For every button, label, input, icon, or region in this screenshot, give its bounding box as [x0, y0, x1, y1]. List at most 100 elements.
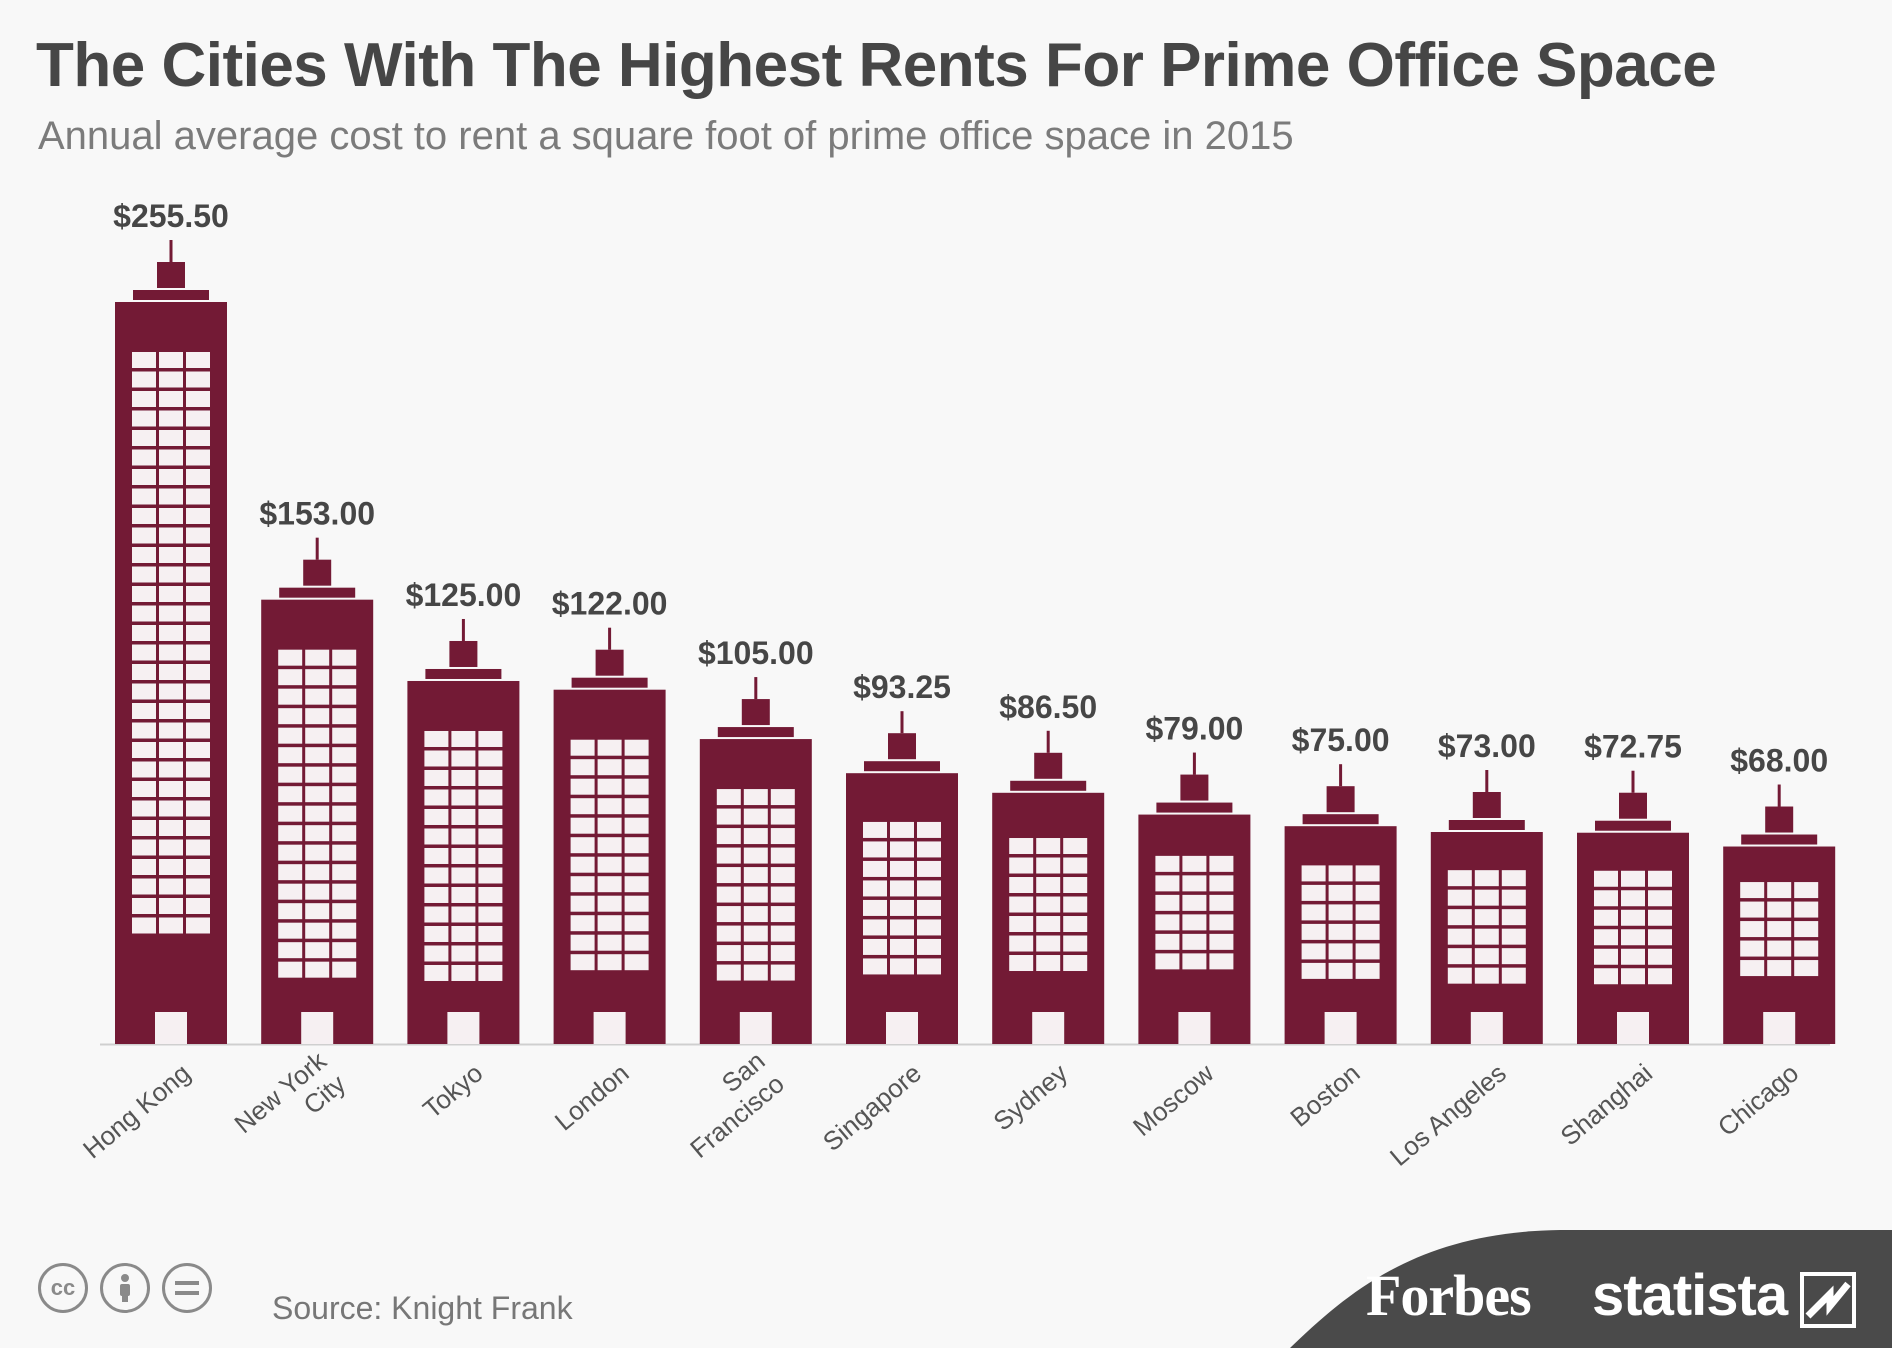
bar-antenna — [169, 240, 173, 262]
bar-window — [624, 895, 649, 912]
bar-window — [1355, 865, 1380, 882]
bar-window — [305, 844, 330, 861]
bar-window — [159, 391, 183, 407]
bar-window — [770, 925, 795, 942]
bar-window — [159, 527, 183, 544]
bar-window — [424, 906, 449, 923]
data-label: $153.00 — [259, 496, 375, 532]
bar-window — [132, 488, 156, 505]
bar-window — [159, 820, 183, 836]
bar-window — [186, 391, 210, 407]
bar-window — [132, 605, 156, 622]
bar-window — [332, 883, 357, 900]
bar-window — [278, 864, 303, 881]
bar-window — [332, 708, 357, 725]
bar-window — [332, 727, 357, 744]
bar-window — [1063, 955, 1088, 972]
bar-window — [597, 856, 622, 873]
bar-window — [770, 964, 795, 981]
bar-window — [1036, 857, 1061, 874]
bar-window — [1036, 955, 1061, 972]
bar-window — [1355, 923, 1380, 940]
bar-window — [624, 856, 649, 873]
bar-window — [770, 886, 795, 903]
bar-window — [624, 934, 649, 951]
bar-window — [278, 766, 303, 783]
bar-window — [863, 938, 887, 955]
bar-window — [278, 727, 303, 744]
bar-window — [478, 906, 503, 923]
bar-window — [570, 798, 595, 815]
bar-window — [424, 867, 449, 884]
bar-window — [424, 750, 449, 767]
bar-window — [1474, 967, 1499, 984]
bar-window — [278, 883, 303, 900]
bar-window — [1794, 901, 1819, 918]
bar-window — [570, 739, 595, 756]
bar-window — [159, 742, 183, 758]
bar-window — [1501, 889, 1526, 906]
bar-window — [863, 821, 887, 838]
bar-window — [1594, 948, 1618, 965]
bar-building — [553, 627, 666, 1044]
bar-window — [716, 886, 741, 903]
bar-window — [186, 742, 210, 758]
bar-window — [1447, 870, 1472, 887]
bar-window — [478, 730, 503, 747]
bar-door — [1032, 1012, 1065, 1044]
bar-window — [1155, 933, 1180, 950]
bar-window — [1501, 967, 1526, 984]
bar-antenna — [461, 618, 465, 641]
bar-building — [699, 677, 812, 1044]
bar-window — [332, 786, 357, 803]
bar-window — [159, 488, 183, 505]
bar-window — [159, 898, 183, 914]
bar-building — [407, 618, 520, 1044]
bar-window — [1621, 870, 1645, 887]
bar-window — [624, 739, 649, 756]
bar-window — [132, 371, 156, 388]
bar-window — [863, 841, 887, 858]
bar-window — [1036, 916, 1061, 933]
bar-window — [1767, 901, 1792, 918]
bar-window — [424, 789, 449, 806]
bar-window — [478, 808, 503, 825]
bar-door — [1763, 1012, 1796, 1044]
bar-window — [159, 547, 183, 563]
bar-window — [597, 895, 622, 912]
bar-window — [186, 469, 210, 485]
bar-window — [278, 688, 303, 705]
bar-window — [159, 683, 183, 700]
bar-window — [1209, 914, 1234, 931]
bar-window — [186, 859, 210, 875]
bar-window — [1009, 935, 1034, 952]
bar-door — [739, 1012, 772, 1044]
bar-window — [186, 547, 210, 563]
bar-window — [1794, 960, 1819, 977]
bar-window — [478, 789, 503, 806]
bar-window — [305, 669, 330, 686]
bar-window — [917, 841, 941, 858]
bar-window — [890, 860, 914, 877]
no-derivatives-icon — [162, 1263, 212, 1313]
bar-window — [1447, 948, 1472, 965]
bar-window — [332, 766, 357, 783]
bar-window — [186, 664, 210, 680]
bar-window — [1794, 921, 1819, 938]
bar-window — [278, 961, 303, 978]
bar-window — [332, 961, 357, 978]
bar-window — [305, 708, 330, 725]
bar-window — [597, 837, 622, 854]
bar-window — [1621, 890, 1645, 907]
bar-window — [1474, 870, 1499, 887]
bar-window — [1767, 921, 1792, 938]
bar-window — [451, 808, 476, 825]
bar-window — [770, 808, 795, 825]
bar-window — [743, 906, 768, 923]
bar-window — [863, 860, 887, 877]
bar-roof — [1302, 814, 1379, 825]
bar-window — [743, 886, 768, 903]
bar-window — [1301, 923, 1326, 940]
bar-roof — [1156, 802, 1233, 813]
